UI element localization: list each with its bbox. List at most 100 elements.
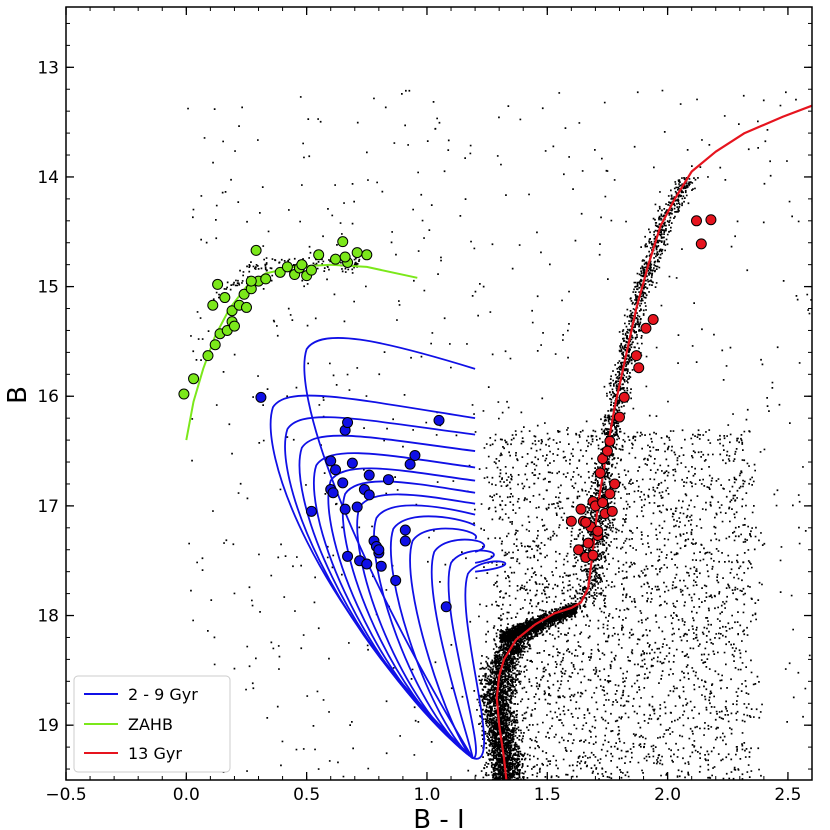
blue-stragglers-marker	[327, 487, 339, 499]
red-giants-marker	[597, 453, 609, 465]
x-tick-label: 1.5	[534, 785, 561, 805]
blue-stragglers-marker	[339, 503, 351, 515]
y-tick-label: 15	[37, 278, 59, 298]
blue-stragglers-marker	[363, 489, 375, 501]
blue-stragglers-marker	[346, 457, 358, 469]
tick-labels: −0.5 0.0 0.5 1.0 1.5 2.0 2.5 13 14 15 16 17 18 19	[37, 58, 801, 805]
star-markers	[178, 214, 717, 613]
ZAHB-stars-marker	[219, 292, 231, 304]
field-stars	[187, 89, 812, 780]
red-giants-marker	[573, 544, 585, 556]
legend-label-old: 13 Gyr	[128, 744, 182, 763]
ZAHB-stars-marker	[228, 320, 240, 332]
ZAHB-stars-marker	[351, 247, 363, 259]
blue-stragglers-marker	[342, 417, 354, 429]
x-tick-label: 0.0	[173, 785, 200, 805]
young-isochrone	[327, 467, 476, 759]
red-giants-marker	[690, 215, 702, 227]
young-isochrone	[430, 538, 486, 759]
y-tick-label: 19	[37, 716, 59, 736]
blue-stragglers-marker	[409, 449, 421, 461]
red-giants-marker	[695, 238, 707, 250]
ZAHB-stars-marker	[339, 251, 351, 263]
blue-stragglers-marker	[363, 469, 375, 481]
plot-frame	[65, 6, 813, 781]
blue-stragglers-marker	[342, 550, 354, 562]
x-tick-label: −0.5	[45, 785, 86, 805]
ZAHB-stars-marker	[188, 373, 200, 385]
red-giants-marker	[575, 503, 587, 515]
legend: 2 - 9 Gyr ZAHB 13 Gyr	[73, 675, 231, 773]
legend-box	[73, 675, 231, 773]
ZAHB-stars-marker	[202, 350, 214, 362]
red-giants-marker	[633, 362, 645, 374]
ZAHB-stars-marker	[250, 244, 262, 256]
young-isochrone	[389, 515, 476, 759]
blue-stragglers-marker	[361, 558, 373, 570]
y-tick-label: 14	[37, 168, 59, 188]
blue-stragglers-marker	[399, 535, 411, 547]
y-axis-title: B	[3, 386, 33, 404]
red-giants-marker	[613, 411, 625, 423]
ZAHB-stars-marker	[209, 339, 221, 351]
red-giants-marker	[609, 478, 621, 490]
legend-label-zahb: ZAHB	[128, 715, 173, 734]
young-isochrone	[409, 527, 477, 759]
ZAHB-stars-marker	[245, 275, 257, 287]
red-giants-marker	[705, 214, 717, 226]
y-tick-label: 13	[37, 58, 59, 78]
red-giants-marker	[640, 322, 652, 334]
ZAHB-stars-marker	[281, 261, 293, 273]
axis-ticks	[65, 7, 813, 780]
ZAHB-stars-marker	[238, 288, 250, 300]
blue-stragglers-marker	[399, 524, 411, 536]
x-axis-title: B - I	[413, 805, 464, 830]
blue-stragglers-marker	[337, 477, 349, 489]
red-giants-marker	[580, 516, 592, 528]
red-giants-marker	[565, 515, 577, 527]
young-isochrone	[298, 434, 476, 759]
young-isochrone	[464, 560, 506, 760]
ZAHB-stars-marker	[337, 236, 349, 248]
ZAHB-stars-marker	[226, 305, 238, 317]
red-giants-marker	[606, 505, 618, 517]
red-giants-marker	[618, 391, 630, 403]
red-giants-marker	[647, 313, 659, 325]
red-giants-marker	[604, 435, 616, 447]
ZAHB-stars-marker	[361, 249, 373, 261]
isochrone-lines	[185, 104, 812, 780]
young-isochrone	[356, 493, 476, 759]
red-giants-marker	[601, 445, 613, 457]
red-giants-marker	[594, 467, 606, 479]
x-tick-label: 0.5	[293, 785, 320, 805]
legend-label-young: 2 - 9 Gyr	[128, 685, 198, 704]
blue-stragglers-marker	[440, 601, 452, 613]
ZAHB-stars-marker	[330, 253, 342, 265]
ZAHB-stars-marker	[296, 259, 308, 271]
ZAHB-stars-marker	[313, 249, 325, 261]
ZAHB-stars-marker	[178, 388, 190, 400]
red-giants-marker	[587, 549, 599, 561]
ZAHB-stars-marker	[260, 273, 272, 285]
y-tick-label: 16	[37, 387, 59, 407]
red-giants-marker	[604, 488, 616, 500]
young-isochrone	[313, 452, 476, 759]
ZAHB-stars-marker	[240, 301, 252, 313]
blue-stragglers-marker	[433, 414, 445, 426]
young-isochrone	[447, 549, 495, 759]
y-tick-label: 17	[37, 497, 59, 517]
blue-stragglers-marker	[305, 505, 317, 517]
blue-stragglers-marker	[404, 458, 416, 470]
y-tick-label: 18	[37, 607, 59, 627]
blue-stragglers-marker	[390, 574, 402, 586]
red-giants-marker	[597, 497, 609, 509]
blue-stragglers-marker	[351, 501, 363, 513]
red-giants-marker	[592, 525, 604, 537]
x-tick-label: 2.0	[654, 785, 681, 805]
blue-stragglers-marker	[375, 560, 387, 572]
young-isochrone	[303, 336, 476, 759]
blue-stragglers-marker	[325, 455, 337, 467]
blue-stragglers-marker	[330, 464, 342, 476]
blue-stragglers-marker	[373, 544, 385, 556]
